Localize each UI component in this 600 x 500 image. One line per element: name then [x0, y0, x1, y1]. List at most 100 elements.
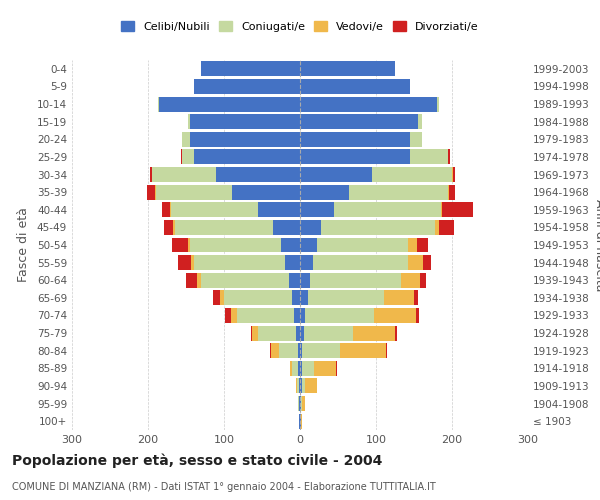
Bar	[386, 343, 388, 358]
Bar	[279, 343, 298, 358]
Bar	[297, 378, 299, 394]
Bar	[224, 290, 292, 306]
Bar	[334, 202, 440, 218]
Bar	[292, 290, 300, 306]
Bar	[300, 132, 410, 147]
Bar	[300, 62, 395, 76]
Bar	[298, 361, 300, 376]
Bar	[300, 396, 301, 411]
Bar	[349, 184, 448, 200]
Bar	[186, 273, 197, 287]
Bar	[410, 150, 448, 164]
Bar	[308, 290, 383, 306]
Bar	[420, 273, 426, 287]
Bar	[301, 396, 302, 411]
Bar	[449, 184, 455, 200]
Bar	[155, 184, 232, 200]
Bar	[281, 238, 300, 252]
Bar	[225, 308, 231, 323]
Bar	[300, 79, 410, 94]
Bar	[217, 167, 300, 182]
Bar	[251, 326, 252, 340]
Bar	[171, 202, 258, 218]
Bar	[149, 167, 152, 182]
Bar	[212, 290, 220, 306]
Legend: Celibi/Nubili, Coniugati/e, Vedovi/e, Divorziati/e: Celibi/Nubili, Coniugati/e, Vedovi/e, Di…	[118, 18, 482, 35]
Bar	[313, 255, 408, 270]
Bar	[258, 202, 300, 218]
Bar	[296, 378, 297, 394]
Bar	[290, 361, 292, 376]
Bar	[302, 361, 314, 376]
Y-axis label: Fasce di età: Fasce di età	[17, 208, 30, 282]
Bar	[194, 150, 300, 164]
Bar	[197, 273, 201, 287]
Bar	[305, 308, 374, 323]
Bar	[301, 414, 302, 428]
Bar	[194, 79, 300, 94]
Bar	[302, 343, 340, 358]
Bar	[300, 220, 321, 235]
Bar	[408, 255, 423, 270]
Bar	[353, 326, 395, 340]
Bar	[305, 378, 317, 394]
Bar	[417, 238, 428, 252]
Bar	[452, 167, 453, 182]
Text: Popolazione per età, sesso e stato civile - 2004: Popolazione per età, sesso e stato civil…	[12, 454, 382, 468]
Bar	[302, 378, 305, 394]
Bar	[170, 202, 171, 218]
Text: COMUNE DI MANZIANA (RM) - Dati ISTAT 1° gennaio 2004 - Elaborazione TUTTITALIA.I: COMUNE DI MANZIANA (RM) - Dati ISTAT 1° …	[12, 482, 436, 492]
Bar	[435, 220, 439, 235]
Bar	[321, 220, 435, 235]
Bar	[439, 220, 454, 235]
Bar	[182, 150, 194, 164]
Bar	[292, 361, 298, 376]
Bar	[252, 326, 258, 340]
Bar	[437, 96, 439, 112]
Bar	[299, 378, 300, 394]
Bar	[181, 150, 182, 164]
Bar	[191, 255, 194, 270]
Bar	[237, 308, 294, 323]
Bar	[182, 132, 190, 147]
Bar	[194, 255, 285, 270]
Bar	[302, 396, 305, 411]
Bar	[298, 396, 299, 411]
Bar	[285, 255, 300, 270]
Bar	[231, 308, 237, 323]
Bar	[442, 202, 473, 218]
Bar	[414, 290, 418, 306]
Bar	[372, 167, 452, 182]
Bar	[300, 361, 302, 376]
Bar	[300, 343, 302, 358]
Bar	[201, 62, 300, 76]
Bar	[190, 114, 300, 129]
Bar	[408, 238, 417, 252]
Bar	[300, 150, 410, 164]
Bar	[300, 96, 437, 112]
Bar	[147, 184, 155, 200]
Bar	[440, 202, 442, 218]
Bar	[158, 96, 160, 112]
Bar	[271, 343, 279, 358]
Bar	[300, 255, 313, 270]
Bar	[300, 167, 372, 182]
Bar	[164, 220, 173, 235]
Bar	[300, 114, 418, 129]
Bar	[304, 326, 353, 340]
Bar	[296, 326, 300, 340]
Bar	[300, 326, 304, 340]
Y-axis label: Anni di nascita: Anni di nascita	[593, 198, 600, 291]
Bar	[314, 361, 337, 376]
Bar	[172, 238, 188, 252]
Bar	[220, 290, 224, 306]
Bar	[173, 220, 175, 235]
Bar	[374, 308, 416, 323]
Bar	[190, 238, 281, 252]
Bar	[310, 273, 401, 287]
Bar	[453, 167, 455, 182]
Bar	[298, 343, 300, 358]
Bar	[188, 114, 190, 129]
Bar	[258, 326, 296, 340]
Bar	[188, 238, 190, 252]
